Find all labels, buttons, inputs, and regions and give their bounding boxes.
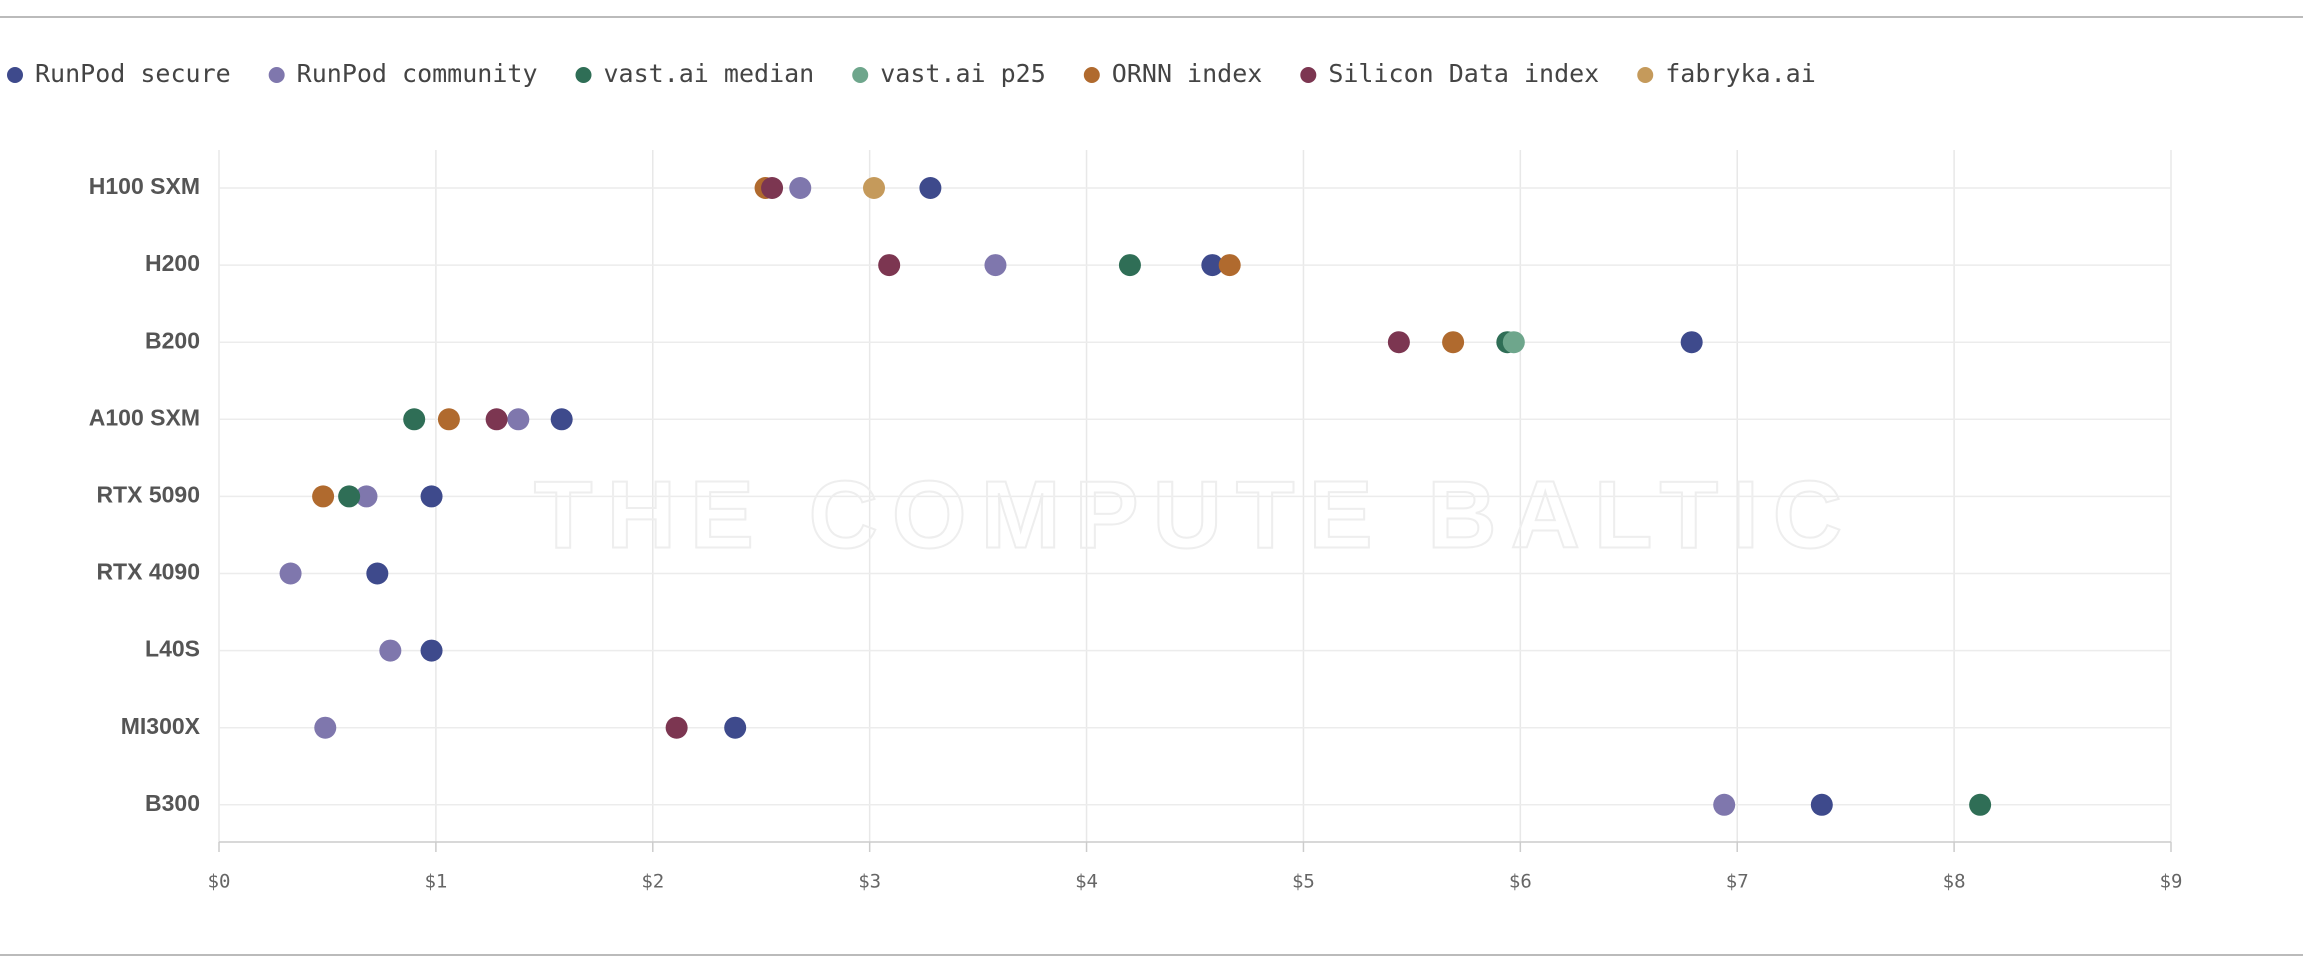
x-tick-label: $0 xyxy=(208,871,231,893)
dot xyxy=(355,485,378,508)
dot xyxy=(1969,793,1992,816)
legend-swatch xyxy=(852,67,869,83)
dot xyxy=(1387,331,1410,354)
dot xyxy=(1810,793,1833,816)
legend-swatch xyxy=(1083,67,1100,83)
category-label: RTX 4090 xyxy=(96,559,200,585)
dot xyxy=(314,716,337,739)
dot xyxy=(1118,254,1141,277)
category-label: MI300X xyxy=(121,713,201,739)
dot xyxy=(665,716,688,739)
legend-swatch xyxy=(1637,67,1654,83)
dot xyxy=(878,254,901,277)
dot xyxy=(1680,331,1703,354)
legend-label: RunPod secure xyxy=(35,59,231,88)
legend-label: ORNN index xyxy=(1112,59,1263,88)
category-label: B300 xyxy=(145,790,200,816)
legend-label: vast.ai median xyxy=(604,59,815,88)
dot xyxy=(403,408,426,431)
legend-label: RunPod community xyxy=(297,59,538,88)
dot xyxy=(338,485,361,508)
dot xyxy=(724,716,747,739)
legend-swatch xyxy=(575,67,592,83)
legend-label: Silicon Data index xyxy=(1328,59,1599,88)
x-tick-label: $9 xyxy=(2160,871,2183,893)
dot xyxy=(420,639,443,662)
x-tick-label: $2 xyxy=(641,871,664,893)
dot xyxy=(1201,254,1224,277)
x-tick-label: $8 xyxy=(1943,871,1966,893)
dot xyxy=(863,177,886,199)
x-tick-label: $6 xyxy=(1509,871,1532,893)
dot xyxy=(761,177,784,199)
dot xyxy=(420,485,443,508)
category-label: B200 xyxy=(145,327,200,353)
category-label: H100 SXM xyxy=(89,173,200,199)
dot xyxy=(984,254,1007,277)
dot xyxy=(1502,331,1525,354)
x-tick-label: $7 xyxy=(1726,871,1749,893)
dot xyxy=(1713,793,1736,816)
dot xyxy=(279,562,302,585)
dot xyxy=(485,408,508,431)
dot xyxy=(312,485,335,508)
category-label: A100 SXM xyxy=(89,404,200,430)
x-tick-label: $3 xyxy=(858,871,881,893)
x-tick-label: $5 xyxy=(1292,871,1315,893)
dot xyxy=(1442,331,1465,354)
category-label: RTX 5090 xyxy=(96,481,200,507)
category-label: L40S xyxy=(145,636,200,662)
category-label: H200 xyxy=(145,250,200,276)
x-tick-label: $4 xyxy=(1075,871,1098,893)
dot xyxy=(366,562,389,585)
legend-swatch xyxy=(268,67,285,83)
dot xyxy=(789,177,812,199)
legend-swatch xyxy=(1300,67,1317,83)
dot xyxy=(919,177,942,199)
x-tick-label: $1 xyxy=(424,871,447,893)
dot xyxy=(550,408,573,431)
legend-swatch xyxy=(7,67,23,83)
grid xyxy=(218,150,2172,842)
legend-label: vast.ai p25 xyxy=(880,59,1046,88)
legend-label: fabryka.ai xyxy=(1665,59,1816,88)
dot xyxy=(379,639,402,662)
dot xyxy=(437,408,460,431)
dot xyxy=(507,408,530,431)
watermark: THE COMPUTE BALTIC xyxy=(534,461,1856,568)
dot xyxy=(1218,254,1241,277)
